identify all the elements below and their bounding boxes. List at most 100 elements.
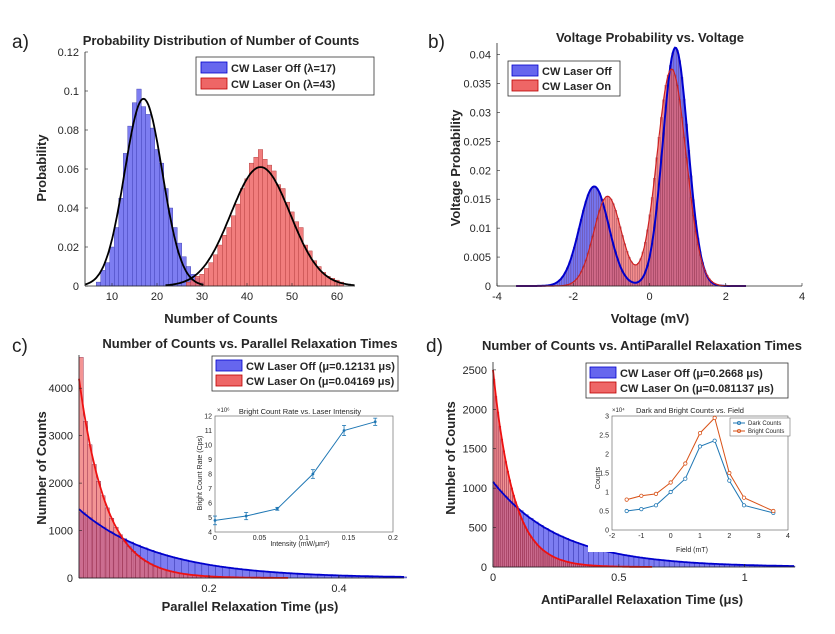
histogram-bar — [689, 197, 693, 287]
inset-y-tick-label: 10 — [204, 443, 212, 450]
inset-x-tick-label: 4 — [786, 533, 790, 540]
histogram-bar — [549, 555, 553, 568]
histogram-bar — [249, 162, 254, 287]
inset-x-tick-label: 1 — [698, 533, 702, 540]
histogram-bar — [644, 242, 647, 287]
histogram-bar — [276, 184, 281, 287]
y-tick-label: 0.015 — [463, 194, 491, 206]
inset-y-tick-label: 1.5 — [599, 471, 609, 478]
inset-frame — [611, 415, 789, 531]
y-tick-label: 2000 — [49, 478, 73, 490]
data-point — [697, 444, 703, 449]
inset-y-tick-label: 6 — [208, 501, 212, 508]
inset-d-legend-item: Bright Counts — [748, 429, 784, 435]
histogram-bar — [109, 246, 115, 287]
histogram-bar — [152, 565, 158, 579]
panel-a-label: a) — [12, 32, 29, 53]
y-tick-label: 0.06 — [58, 164, 79, 176]
histogram-bar — [648, 558, 655, 568]
histogram-bar — [516, 507, 519, 568]
x-tick-label: -4 — [492, 291, 502, 303]
legend-swatch-laser-on — [589, 381, 617, 394]
y-tick-label: 0 — [485, 281, 491, 293]
data-point — [311, 472, 315, 476]
panel-b-legend-item: CW Laser On — [542, 81, 611, 93]
fit-curve — [516, 68, 746, 287]
histogram-bar — [520, 517, 523, 568]
panel-b-legend: CW Laser Off CW Laser On — [507, 60, 621, 97]
histogram-bar — [114, 227, 119, 287]
y-tick-label: 3000 — [49, 431, 73, 443]
inset-c-xlabel: Intensity (mW/μm²) — [270, 541, 329, 548]
histogram-bar — [126, 546, 132, 579]
panel-c-xlabel: Parallel Relaxation Time (μs) — [162, 599, 339, 614]
histogram-bar — [551, 556, 555, 568]
panel-d-xlabel: AntiParallel Relaxation Time (μs) — [541, 592, 743, 607]
data-point — [727, 478, 732, 483]
histogram-bar — [633, 556, 640, 568]
histogram-bar — [678, 99, 681, 287]
data-point — [624, 508, 629, 514]
histogram-bar — [583, 545, 589, 568]
data-point — [639, 493, 644, 498]
histogram-bar — [104, 507, 110, 579]
y-tick-label: 1500 — [463, 444, 487, 456]
y-tick-label: 0.08 — [58, 125, 79, 137]
histogram-bar — [135, 555, 141, 579]
histogram-bar — [682, 137, 686, 287]
histogram-bar — [258, 149, 263, 287]
x-tick-label: 50 — [286, 291, 298, 303]
inset-c-axes: 0 0.05 0.1 0.15 0.2 4 5 6 7 8 9 10 11 12 — [204, 414, 398, 543]
data-point — [683, 476, 688, 481]
histogram-bar — [595, 218, 599, 287]
panel-c: c) Number of Counts vs. Parallel Relaxat… — [12, 336, 407, 614]
legend-swatch-laser-off — [215, 359, 243, 372]
data-point — [624, 497, 629, 502]
inset-y-tick-label: 5 — [208, 515, 212, 522]
inset-y-tick-label: 11 — [205, 428, 212, 435]
panel-a-title: Probability Distribution of Number of Co… — [83, 33, 360, 48]
inset-y-tick-label: 1 — [605, 490, 609, 497]
panel-c-legend: CW Laser Off (μ=0.12131 μs) CW Laser On … — [211, 355, 399, 392]
inset-c-title: Bright Count Rate vs. Laser Intensity — [239, 407, 361, 416]
histogram-bar — [676, 85, 679, 287]
inset-y-tick-label: 7 — [208, 486, 212, 493]
histogram-bar — [616, 217, 620, 287]
histogram-bar — [139, 558, 145, 579]
y-tick-label: 1000 — [463, 483, 487, 495]
histogram-bar — [680, 117, 684, 287]
legend-swatch-laser-off — [200, 61, 228, 74]
data-point — [771, 508, 776, 514]
legend-swatch-laser-on — [215, 374, 243, 387]
panel-a-axes: 10 20 30 40 50 60 0 0.02 0.04 0.06 0.08 0.1 0.12 — [58, 47, 355, 303]
x-tick-label: 4 — [799, 291, 805, 303]
histogram-bar — [87, 444, 93, 579]
histogram-bar — [692, 215, 695, 287]
inset-frame — [214, 415, 394, 533]
panel-d-legend-item: CW Laser Off (μ=0.2668 μs) — [620, 368, 763, 380]
data-point — [683, 461, 688, 466]
x-tick-label: 0 — [490, 572, 496, 584]
y-tick-label: 0.12 — [58, 47, 79, 59]
histogram-bar — [506, 470, 509, 568]
panel-c-label: c) — [12, 336, 28, 357]
data-point — [275, 507, 279, 511]
histogram-bar — [96, 281, 101, 287]
inset-x-tick-label: 0 — [213, 535, 217, 542]
histogram-bar — [547, 554, 551, 568]
inset-line — [214, 421, 376, 521]
data-point — [213, 519, 217, 522]
panel-c-title: Number of Counts vs. Parallel Relaxation… — [102, 336, 397, 351]
panel-c-axes: 0.2 0.4 0 1000 2000 3000 4000 — [49, 355, 407, 595]
inset-line — [626, 440, 774, 514]
histogram-bar — [514, 501, 517, 568]
histogram-bar — [222, 235, 227, 287]
histogram-bar — [618, 554, 625, 568]
histogram-bar — [262, 159, 268, 287]
y-tick-label: 0.005 — [463, 252, 491, 264]
histogram-bar — [598, 210, 601, 287]
histogram-bar — [673, 74, 677, 287]
y-tick-label: 0.03 — [470, 107, 491, 119]
inset-d-xlabel: Field (mT) — [676, 547, 708, 554]
